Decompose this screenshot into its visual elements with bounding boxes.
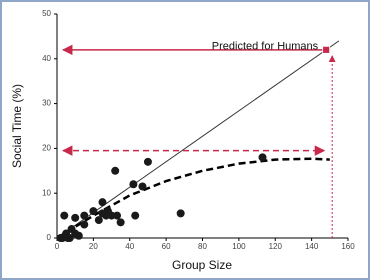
data-point	[80, 220, 89, 229]
data-point	[74, 231, 83, 240]
data-point	[65, 234, 74, 242]
data-point	[131, 211, 140, 220]
y-tick-label: 50	[42, 9, 51, 18]
predicted-point	[322, 45, 331, 54]
y-tick-label: 10	[42, 188, 51, 197]
data-point	[89, 207, 98, 216]
x-tick-label: 20	[89, 242, 98, 251]
x-tick-label: 80	[198, 242, 207, 251]
data-point	[116, 218, 125, 227]
y-tick-label: 0	[47, 233, 52, 242]
x-tick-label: 40	[125, 242, 134, 251]
data-point	[80, 211, 89, 220]
data-point	[143, 157, 152, 166]
x-axis-label: Group Size	[172, 258, 232, 272]
data-point	[111, 166, 120, 175]
y-tick-label: 30	[42, 99, 51, 108]
data-point	[98, 198, 107, 207]
data-point	[71, 213, 80, 222]
x-tick-label: 160	[341, 242, 355, 251]
x-tick-label: 0	[55, 242, 60, 251]
data-point	[94, 216, 103, 225]
annotation: Predicted for Humans	[212, 41, 319, 53]
y-tick-label: 20	[42, 144, 51, 153]
x-tick-label: 100	[232, 242, 246, 251]
data-point	[138, 182, 147, 191]
data-point	[113, 211, 122, 220]
x-tick-label: 120	[269, 242, 283, 251]
y-tick-label: 40	[42, 54, 51, 63]
y-axis-label: Social Time (%)	[10, 84, 24, 168]
x-tick-label: 140	[305, 242, 319, 251]
data-point	[129, 180, 138, 189]
data-point	[258, 153, 267, 162]
x-tick-label: 60	[162, 242, 171, 251]
data-point	[176, 209, 185, 218]
data-point	[60, 211, 69, 220]
